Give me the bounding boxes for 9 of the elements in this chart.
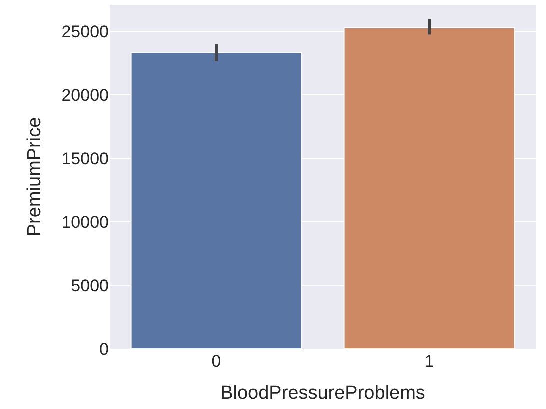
y-tick-label: 25000 [62, 22, 109, 42]
x-axis-title: BloodPressureProblems [220, 382, 426, 404]
x-tick-label: 1 [424, 352, 434, 371]
y-tick-label: 0 [100, 340, 109, 359]
y-tick-label: 10000 [62, 213, 109, 232]
y-tick-label: 20000 [62, 86, 109, 106]
y-axis-title: PremiumPrice [24, 117, 46, 237]
y-tick-label: 5000 [71, 276, 109, 296]
y-tick-label: 15000 [62, 150, 109, 169]
